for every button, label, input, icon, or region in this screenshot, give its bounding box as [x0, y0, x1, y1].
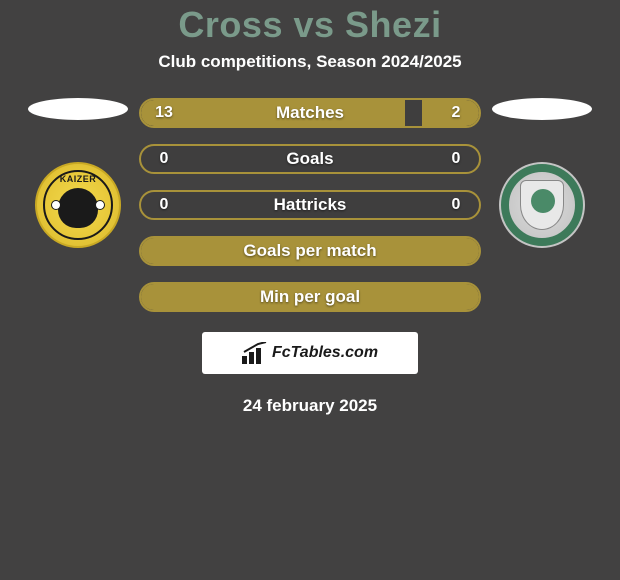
club-badge-text: KAIZER — [37, 174, 119, 184]
stat-bar: 0Hattricks0 — [139, 190, 481, 220]
chart-icon — [242, 342, 268, 364]
title-player2: Shezi — [345, 4, 442, 45]
stat-label: Matches — [141, 103, 479, 123]
date-label: 24 february 2025 — [0, 396, 620, 416]
player1-club-logo: KAIZER — [35, 162, 121, 248]
player1-photo — [28, 98, 128, 120]
title-vs: vs — [293, 4, 334, 45]
stat-value-right: 2 — [433, 104, 479, 122]
badge-ball-icon — [51, 200, 61, 210]
stat-label: Goals per match — [141, 241, 479, 261]
player2-club-logo — [499, 162, 585, 248]
title-player1: Cross — [178, 4, 283, 45]
subtitle: Club competitions, Season 2024/2025 — [0, 52, 620, 72]
stats-column: 13Matches20Goals00Hattricks0Goals per ma… — [138, 98, 482, 312]
badge-ball-icon — [95, 200, 105, 210]
right-side — [482, 98, 602, 248]
brand-label: FcTables.com — [272, 344, 378, 362]
stat-bar: 13Matches2 — [139, 98, 481, 128]
stat-bar: Goals per match — [139, 236, 481, 266]
player2-photo — [492, 98, 592, 120]
stat-value-right: 0 — [433, 150, 479, 168]
comparison-row: KAIZER 13Matches20Goals00Hattricks0Goals… — [0, 98, 620, 312]
stat-value-right: 0 — [433, 196, 479, 214]
badge-head-icon — [58, 188, 98, 228]
stat-label: Goals — [141, 149, 479, 169]
page-title: Cross vs Shezi — [0, 4, 620, 46]
badge-shield-icon — [520, 180, 564, 230]
left-side: KAIZER — [18, 98, 138, 248]
brand-box[interactable]: FcTables.com — [202, 332, 418, 374]
stat-bar: Min per goal — [139, 282, 481, 312]
stat-label: Hattricks — [141, 195, 479, 215]
stat-bar: 0Goals0 — [139, 144, 481, 174]
stat-label: Min per goal — [141, 287, 479, 307]
